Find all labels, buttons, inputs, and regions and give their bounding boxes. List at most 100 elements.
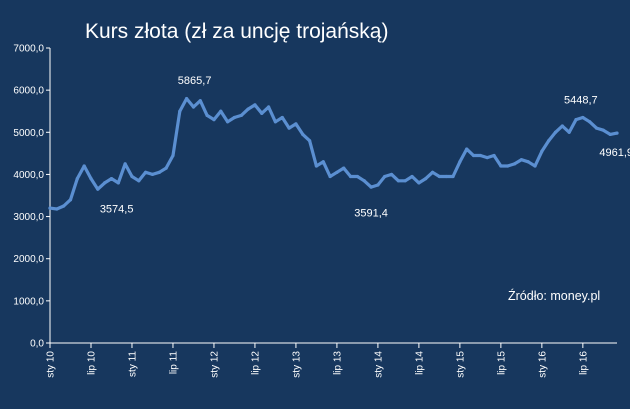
data-point [109,177,114,181]
y-tick-label: 4000,0 [13,170,44,181]
data-point [191,105,196,109]
data-point [348,174,353,179]
data-point [362,179,366,183]
data-point [369,185,373,189]
data-point [314,164,319,168]
data-point [594,126,599,130]
data-point [130,174,134,179]
data-point [82,164,86,168]
data-point [48,206,52,210]
source-label: Źródło: money.pl [508,288,600,303]
data-point [383,174,387,179]
data-point [253,103,257,107]
data-point [342,166,346,170]
data-point [499,164,503,168]
data-point [540,149,544,153]
series-line [48,96,619,211]
data-point [376,183,380,187]
data-point [389,172,394,177]
data-label: 5448,7 [564,94,598,106]
data-point [444,174,448,179]
data-point [321,160,325,164]
data-point [478,153,482,158]
y-tick-label: 7000,0 [13,44,44,55]
data-point [526,160,530,164]
data-point [205,113,209,118]
data-label: 3574,5 [100,203,134,215]
data-point [355,174,360,179]
x-tick-label: lip 10 [86,351,97,375]
data-point [533,164,537,168]
data-point [301,132,305,136]
data-point [75,177,79,181]
data-point [226,120,230,124]
data-point [574,118,578,122]
data-point [465,147,469,151]
series-group [48,96,619,211]
x-tick-label: lip 15 [496,351,507,375]
data-point [96,187,100,191]
data-point [185,96,189,101]
data-point [458,160,462,164]
data-point [164,166,168,170]
y-tick-label: 2000,0 [13,254,44,265]
data-point [280,115,284,120]
data-point [267,105,271,109]
data-point [116,181,120,185]
data-point [328,174,332,179]
data-point [581,115,585,120]
data-point [150,172,155,177]
x-tick-label: lip 11 [168,351,179,375]
y-tick-label: 5000,0 [13,128,44,139]
data-point [335,170,339,174]
x-tick-label: lip 13 [332,351,343,375]
data-point [123,162,127,166]
data-point [492,153,496,158]
x-axis: sty 10 lip 10 sty 11 lip 11 sty 12 lip 12 sty … [46,342,617,378]
x-tick-label: sty 14 [373,351,384,378]
data-point [437,174,441,179]
x-tick-label: lip 14 [414,351,425,375]
chart-title: Kurs złota (zł za uncję trojańską) [85,20,388,43]
x-tick-label: sty 13 [291,351,302,378]
data-point [588,120,592,124]
data-point [471,153,476,158]
data-point [62,204,66,208]
data-point [55,207,59,211]
data-point [547,139,551,143]
data-point [410,174,414,179]
data-point [601,128,605,132]
data-point [424,177,428,181]
data-point [485,155,489,160]
data-labels: 3574,5 5865,7 3591,4 5448,7 4961,9 [100,75,630,220]
data-point [232,115,237,120]
data-point [144,170,148,174]
x-tick-label: sty 12 [209,351,220,378]
data-point [519,158,523,162]
x-tick-label: sty 15 [455,351,466,378]
data-point [68,198,73,202]
data-point [560,124,564,128]
data-point [260,111,264,115]
data-point [307,139,312,143]
x-tick-label: sty 10 [46,351,57,378]
data-point [157,170,161,174]
x-tick-label: lip 12 [250,351,261,375]
data-point [287,126,291,130]
x-tick-label: lip 16 [578,351,589,375]
data-point [403,179,407,183]
data-point [198,99,202,103]
data-point [567,130,571,134]
data-point [103,181,107,185]
data-point [219,109,223,113]
data-point [615,131,619,135]
data-point [171,153,175,158]
data-label: 4961,9 [599,147,630,159]
data-point [553,130,558,134]
data-point [512,162,517,166]
y-tick-label: 1000,0 [13,296,44,307]
data-label: 3591,4 [354,208,388,220]
y-axis: 0,0 1000,0 2000,0 3000,0 4000,0 5000,0 6000,0 7… [13,44,51,350]
